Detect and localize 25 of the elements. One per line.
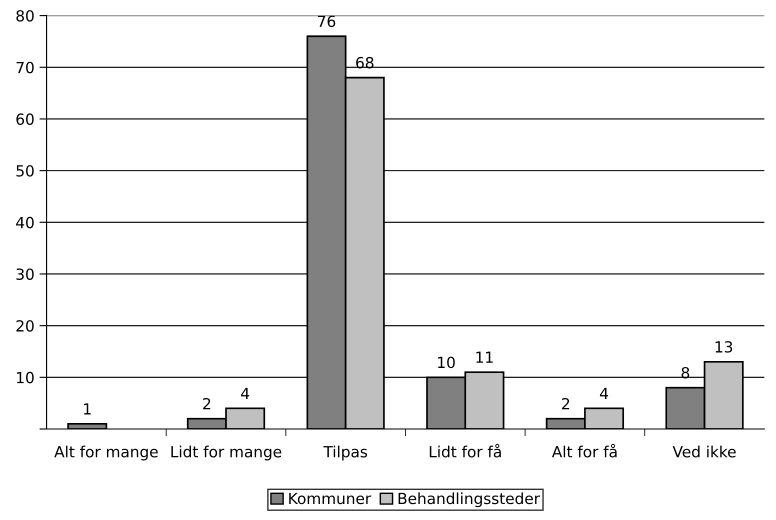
y-tick-label: 60 (16, 113, 34, 125)
y-tick-label: 10 (16, 372, 34, 384)
x-tick-label: Lidt for få (430, 444, 501, 458)
data-label: 4 (600, 388, 608, 399)
data-label: 1 (84, 403, 91, 414)
data-label: 4 (241, 388, 250, 399)
y-tick-label: 80 (16, 10, 34, 22)
data-label: 76 (318, 16, 336, 28)
y-tick-label: 50 (16, 165, 34, 177)
x-tick-label: Alt for mange (54, 446, 158, 460)
x-tick-label: Alt for få (552, 444, 617, 458)
data-label: 11 (476, 352, 493, 363)
data-label: 2 (203, 398, 210, 410)
legend-label: Kommuner (289, 492, 372, 504)
data-label: 10 (438, 356, 455, 368)
y-tick-label: 70 (16, 62, 34, 74)
y-tick-label: 40 (16, 216, 34, 228)
data-label: 13 (716, 341, 732, 353)
x-tick-label: Tilpas (323, 446, 368, 460)
x-tick-label: Ved ikke (672, 446, 736, 458)
y-tick-label: 20 (16, 320, 34, 332)
y-tick-label: 30 (16, 268, 34, 280)
legend-label: Behandlingssteder (398, 492, 540, 508)
data-label: 2 (562, 398, 570, 410)
x-tick-label: Lidt for mange (171, 446, 282, 460)
